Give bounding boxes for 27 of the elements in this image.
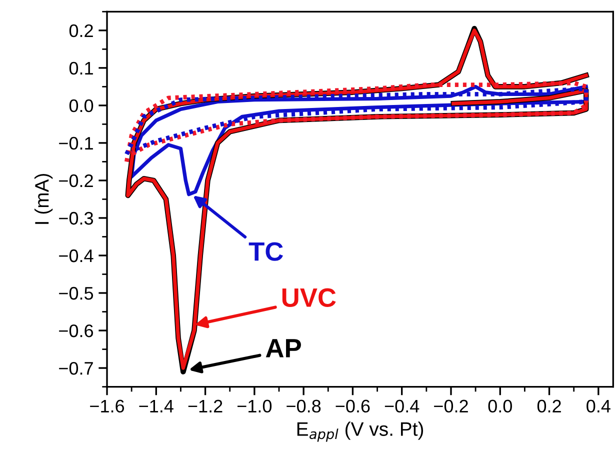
- x-tick-label: −1.6: [90, 400, 124, 413]
- x-tick-label: 0.2: [537, 400, 561, 413]
- annotation: AP: [266, 339, 301, 358]
- y-tick-label: −0.7: [59, 362, 93, 375]
- y-tick-label: −0.6: [59, 324, 94, 338]
- x-tick-label: 0.0: [488, 400, 512, 413]
- y-tick-label: −0.4: [59, 249, 94, 262]
- y-tick-label: −0.2: [59, 174, 93, 188]
- x-tick-label: −1.4: [139, 400, 174, 412]
- line-series: [124, 80, 588, 164]
- y-tick-label: −0.1: [59, 136, 93, 150]
- x-tick-label: −1.0: [238, 400, 272, 413]
- x-axis-title: E$_{appl}$ (V vs. Pt): [297, 422, 424, 442]
- x-tick-label: −0.2: [434, 400, 468, 413]
- x-tick-label: −1.2: [188, 400, 222, 412]
- x-tick-label: −0.4: [384, 400, 420, 413]
- y-tick-label: 0.0: [69, 99, 94, 112]
- x-tick-label: −0.6: [336, 400, 370, 413]
- annotation: UVC: [282, 288, 336, 307]
- y-axis-title: I (mA): [34, 174, 53, 224]
- y-tick-label: −0.5: [59, 286, 94, 300]
- annotation: TC: [248, 242, 284, 261]
- x-tick-label: 0.4: [586, 400, 610, 413]
- y-tick-label: 0.1: [69, 62, 93, 75]
- y-tick-label: 0.2: [69, 24, 93, 38]
- y-tick-label: −0.3: [59, 212, 94, 225]
- x-tick-label: −0.8: [286, 400, 321, 413]
